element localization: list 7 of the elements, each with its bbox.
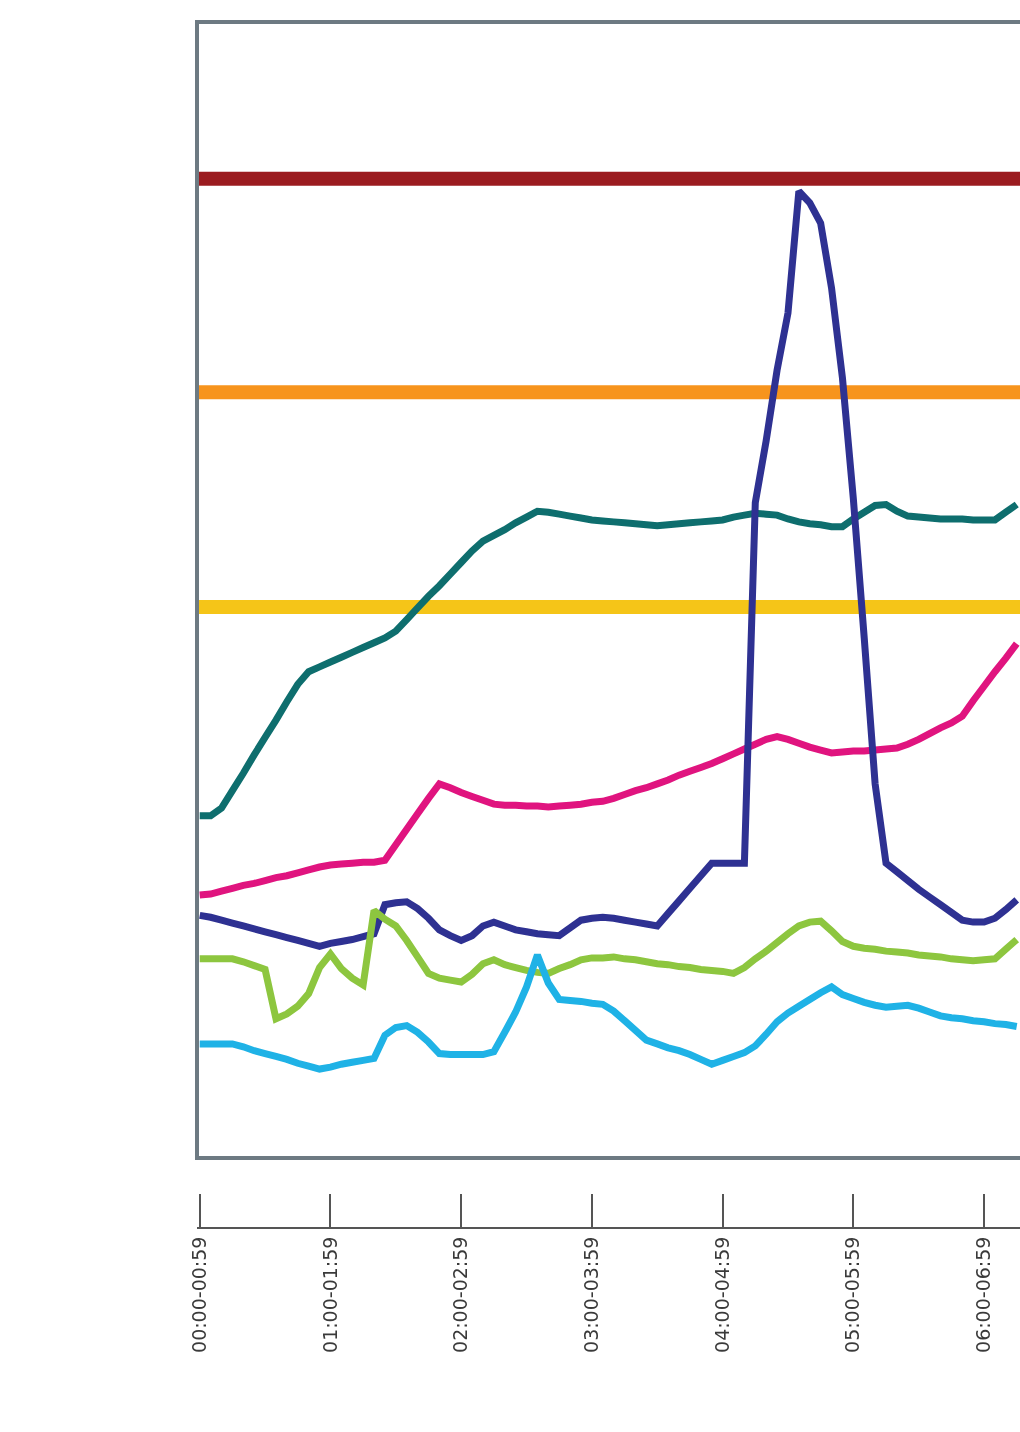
x-tick-label: 06:00-06:59	[972, 1236, 995, 1353]
x-tick-label: 05:00-05:59	[841, 1236, 864, 1353]
x-tick-label: 03:00-03:59	[580, 1236, 603, 1353]
x-tick-label: 00:00-00:59	[187, 1236, 210, 1353]
x-tick-label: 02:00-02:59	[449, 1236, 472, 1353]
x-tick-label: 04:00-04:59	[710, 1236, 733, 1353]
x-tick-label: 01:00-01:59	[318, 1236, 341, 1353]
